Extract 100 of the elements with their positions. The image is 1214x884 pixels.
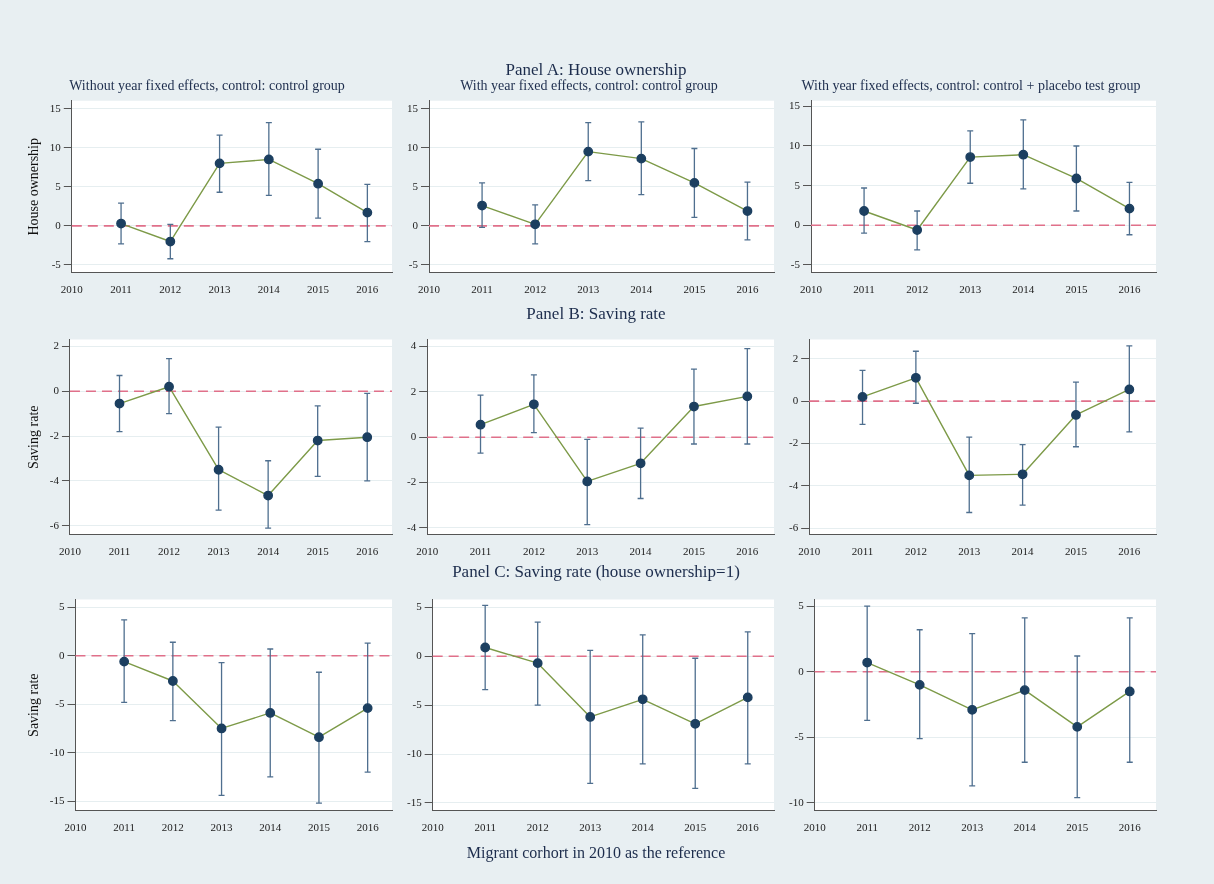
x-tick-label: 2013 [210,821,234,834]
y-tick-label: 10 [407,140,419,153]
x-tick-label: 2014 [629,545,653,558]
y-axis-title: Saving rate [26,673,42,737]
y-tick-label: -2 [788,436,799,449]
y-tick-label: 5 [416,600,423,613]
y-tick-label: 5 [794,178,801,191]
y-tick-label: 5 [412,179,419,192]
chart-title: With year fixed effects, control: control + placebo test group [801,78,1141,94]
chart-subtitle: Panel B: Saving rate [525,304,667,324]
x-tick-label: 2016 [736,283,759,296]
x-tick-label: 2013 [207,545,231,558]
x-tick-label: 2016 [1118,821,1142,834]
y-tick-label: -10 [788,795,805,808]
y-tick-label: -5 [794,730,805,743]
y-tick-label: 0 [416,649,423,662]
x-tick-label: 2014 [259,821,282,834]
x-tick-label: 2013 [576,545,599,558]
y-tick-label: -5 [55,697,65,710]
x-tick-label: 2013 [208,283,232,296]
x-tick-label: 2010 [798,545,821,558]
x-tick-label: 2010 [418,283,441,296]
y-tick-label: -6 [788,521,799,534]
y-tick-label: -4 [406,520,417,533]
y-tick-label: -10 [49,745,65,758]
y-tick-label: 15 [789,99,801,112]
x-tick-label: 2016 [736,545,759,558]
x-tick-label: 2012 [161,821,184,834]
x-tick-label: 2012 [906,283,929,296]
x-tick-label: 2010 [64,821,87,834]
x-tick-label: 2016 [1118,545,1141,558]
chart-title: With year fixed effects, control: control group [460,78,718,94]
x-tick-label: 2015 [683,283,706,296]
x-tick-label: 2012 [526,821,549,834]
x-tick-label: 2012 [159,283,182,296]
y-tick-label: 0 [55,218,62,231]
x-tick-label: 2013 [577,283,600,296]
y-tick-label: 5 [58,600,65,613]
y-tick-label: -2 [49,428,59,441]
x-tick-label: 2016 [356,283,379,296]
y-tick-label: 0 [792,394,799,407]
x-tick-label: 2011 [110,283,132,296]
x-tick-label: 2015 [307,283,330,296]
x-tick-label: 2010 [803,821,827,834]
x-tick-label: 2016 [356,545,379,558]
x-tick-label: 2012 [904,545,927,558]
x-tick-label: 2016 [736,821,760,834]
y-tick-label: 10 [49,140,62,153]
x-tick-label: 2014 [1011,545,1035,558]
x-tick-label: 2013 [961,821,984,834]
x-tick-label: 2016 [1118,283,1141,296]
x-tick-label: 2015 [307,821,331,834]
y-tick-label: 2 [792,351,799,364]
chart-title: Without year fixed effects, control: control group [69,78,345,94]
y-tick-label: 0 [58,648,65,661]
y-tick-label: -6 [49,518,60,531]
y-tick-label: -5 [790,257,801,270]
x-tick-label: 2011 [108,545,131,558]
x-tick-label: 2015 [1064,545,1088,558]
x-tick-label: 2013 [579,821,602,834]
x-tick-label: 2014 [1012,283,1035,296]
x-tick-label: 2014 [257,545,280,558]
x-tick-label: 2014 [630,283,653,296]
x-tick-label: 2010 [421,821,445,834]
y-tick-label: 15 [49,101,62,114]
x-tick-label: 2014 [1013,821,1037,834]
y-tick-label: 0 [412,218,419,231]
x-tick-label: 2011 [853,283,875,296]
y-tick-label: -4 [788,478,799,491]
x-tick-label: 2010 [800,283,823,296]
x-tick-label: 2014 [631,821,655,834]
y-tick-label: -4 [49,473,60,486]
x-tick-label: 2013 [959,283,982,296]
x-tick-label: 2014 [257,283,281,296]
x-tick-label: 2012 [522,545,545,558]
x-tick-label: 2015 [1065,283,1088,296]
chart-subtitle: Panel A: House ownership [504,60,688,79]
y-tick-label: 0 [53,384,60,397]
x-tick-label: 2012 [524,283,547,296]
y-tick-label: -5 [412,698,423,711]
x-tick-label: 2011 [851,545,874,558]
y-tick-label: -10 [406,746,423,759]
x-tick-label: 2011 [113,821,135,834]
y-tick-label: 2 [410,384,417,397]
x-tick-label: 2015 [682,545,706,558]
chart-subtitle: Panel C: Saving rate (house ownership=1) [451,562,741,582]
y-tick-label: 0 [794,218,801,231]
x-tick-label: 2012 [908,821,931,834]
y-tick-label: -15 [406,795,423,808]
x-tick-label: 2010 [416,545,439,558]
x-tick-label: 2012 [158,545,181,558]
x-tick-label: 2015 [684,821,707,834]
y-tick-label: 0 [410,430,417,443]
y-tick-label: 15 [407,101,419,114]
x-tick-label: 2011 [471,283,493,296]
x-tick-label: 2015 [1066,821,1089,834]
x-tick-label: 2015 [306,545,330,558]
y-tick-label: 10 [789,138,801,151]
y-tick-label: -2 [406,475,417,488]
y-axis-title: House ownership [26,138,42,236]
